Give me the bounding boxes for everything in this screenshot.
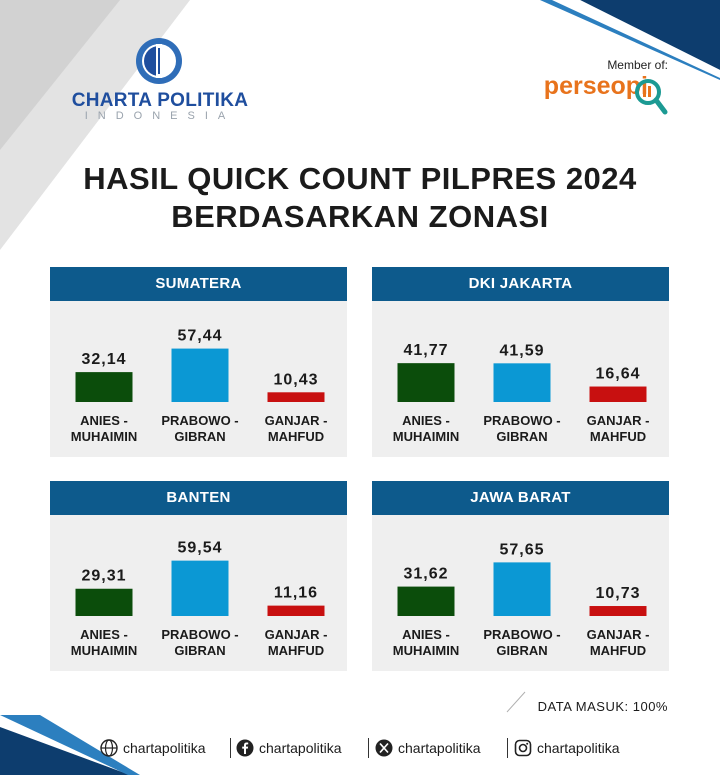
instagram-icon xyxy=(514,739,532,757)
bar-chart-jawa-barat: 31,62 ANIES -MUHAIMIN 57,65 PRABOWO -GIBRAN… xyxy=(393,541,650,658)
category-label: GANJAR - xyxy=(587,413,650,428)
brand-subtitle: INDONESIA xyxy=(84,110,236,122)
zone-panel-jawa-barat: JAWA BARAT 31,62 ANIES - MUHAIMIN 57,65 PRAB… xyxy=(372,481,669,671)
divider xyxy=(507,738,508,758)
social-x[interactable]: chartapolitika xyxy=(375,734,481,762)
category-label: GANJAR - xyxy=(265,627,328,642)
corner-decoration-top-right xyxy=(540,0,720,80)
social-handle: chartapolitika xyxy=(259,740,342,756)
bar xyxy=(267,392,325,402)
bar xyxy=(493,562,551,616)
zone-panel-sumatera: SUMATERA 32,14 ANIES - MUHAIMIN 57,44 PRABOW… xyxy=(50,267,347,457)
bar-chart-banten: 29,31 ANIES -MUHAIMIN 59,54 PRABOWO -GIBRAN… xyxy=(71,540,328,658)
bar xyxy=(589,386,647,402)
category-label: MUHAIMIN xyxy=(71,429,137,444)
social-instagram[interactable]: chartapolitika xyxy=(514,734,620,762)
data-label: 57,65 xyxy=(499,541,544,558)
data-label: 31,62 xyxy=(403,566,448,583)
member-label: Member of: xyxy=(607,58,668,72)
category-label: ANIES - xyxy=(402,627,450,642)
bar xyxy=(589,606,647,616)
zone-panel-dki-jakarta: DKI JAKARTA 41,77 ANIES - MUHAIMIN 41,59 PRA… xyxy=(372,267,669,457)
category-label: PRABOWO - xyxy=(483,627,560,642)
corner-decoration-bottom-left xyxy=(0,715,140,775)
social-handle: chartapolitika xyxy=(537,740,620,756)
category-label: GIBRAN xyxy=(174,643,225,658)
social-facebook[interactable]: chartapolitika xyxy=(236,734,342,762)
category-label: MUHAIMIN xyxy=(71,643,137,658)
category-label: GIBRAN xyxy=(496,643,547,658)
category-label: GIBRAN xyxy=(496,429,547,444)
data-label: 32,14 xyxy=(81,351,126,368)
bar xyxy=(171,348,229,402)
data-label: 57,44 xyxy=(177,328,222,345)
page-title: HASIL QUICK COUNT PILPRES 2024 BERDASARK… xyxy=(0,160,720,236)
data-label: 41,77 xyxy=(403,342,448,359)
category-label: MAHFUD xyxy=(590,429,646,444)
x-icon xyxy=(375,739,393,757)
category-label: PRABOWO - xyxy=(483,413,560,428)
category-label: MAHFUD xyxy=(268,643,324,658)
magnifier-icon xyxy=(635,79,668,115)
category-label: ANIES - xyxy=(80,413,128,428)
zone-title: DKI JAKARTA xyxy=(372,267,669,301)
globe-icon xyxy=(100,739,118,757)
category-label: MUHAIMIN xyxy=(393,429,459,444)
category-label: MUHAIMIN xyxy=(393,643,459,658)
social-links: chartapolitika chartapolitika chartapoli… xyxy=(0,734,720,762)
category-label: ANIES - xyxy=(80,627,128,642)
bar xyxy=(493,363,551,402)
data-label: 41,59 xyxy=(499,342,544,359)
zone-title: JAWA BARAT xyxy=(372,481,669,515)
charta-politika-logo: CHARTA POLITIKA INDONESIA xyxy=(50,36,270,122)
data-label: 11,16 xyxy=(274,585,318,602)
data-label: 16,64 xyxy=(595,366,640,383)
bar xyxy=(397,363,455,402)
bar xyxy=(267,605,325,616)
bar xyxy=(397,586,455,616)
divider xyxy=(368,738,369,758)
zone-title: BANTEN xyxy=(50,481,347,515)
note-divider xyxy=(506,691,526,713)
social-website[interactable]: chartapolitika xyxy=(100,734,206,762)
category-label: PRABOWO - xyxy=(161,627,238,642)
facebook-icon xyxy=(236,739,254,757)
zone-panel-banten: BANTEN 29,31 ANIES - MUHAIMIN 59,54 PRABOWO … xyxy=(50,481,347,671)
data-label: 10,43 xyxy=(273,371,318,388)
bar-chart-sumatera: 32,14 ANIES -MUHAIMIN 57,44 PRABOWO -GIBRAN… xyxy=(71,328,328,444)
social-handle: chartapolitika xyxy=(123,740,206,756)
title-line-2: BERDASARKAN ZONASI xyxy=(171,199,549,234)
category-label: ANIES - xyxy=(402,413,450,428)
category-label: PRABOWO - xyxy=(161,413,238,428)
member-badge: Member of: perseopi xyxy=(544,58,668,118)
bar xyxy=(171,560,229,616)
data-label: 10,73 xyxy=(595,585,640,602)
data-label: 29,31 xyxy=(81,568,126,585)
data-label: 59,54 xyxy=(177,540,222,557)
title-line-1: HASIL QUICK COUNT PILPRES 2024 xyxy=(83,161,637,196)
bar xyxy=(75,588,133,616)
bar xyxy=(75,372,133,402)
zone-title: SUMATERA xyxy=(50,267,347,301)
bar-chart-dki-jakarta: 41,77 ANIES -MUHAIMIN 41,59 PRABOWO -GIBRAN… xyxy=(393,342,650,444)
brand-name: CHARTA POLITIKA xyxy=(71,90,249,111)
category-label: GANJAR - xyxy=(587,627,650,642)
charta-logo-icon xyxy=(136,38,182,84)
category-label: GANJAR - xyxy=(265,413,328,428)
member-org-name: perseopi xyxy=(543,72,648,100)
data-completeness-note: DATA MASUK: 100% xyxy=(537,699,668,714)
social-handle: chartapolitika xyxy=(398,740,481,756)
category-label: MAHFUD xyxy=(268,429,324,444)
category-label: MAHFUD xyxy=(590,643,646,658)
category-label: GIBRAN xyxy=(174,429,225,444)
divider xyxy=(230,738,231,758)
